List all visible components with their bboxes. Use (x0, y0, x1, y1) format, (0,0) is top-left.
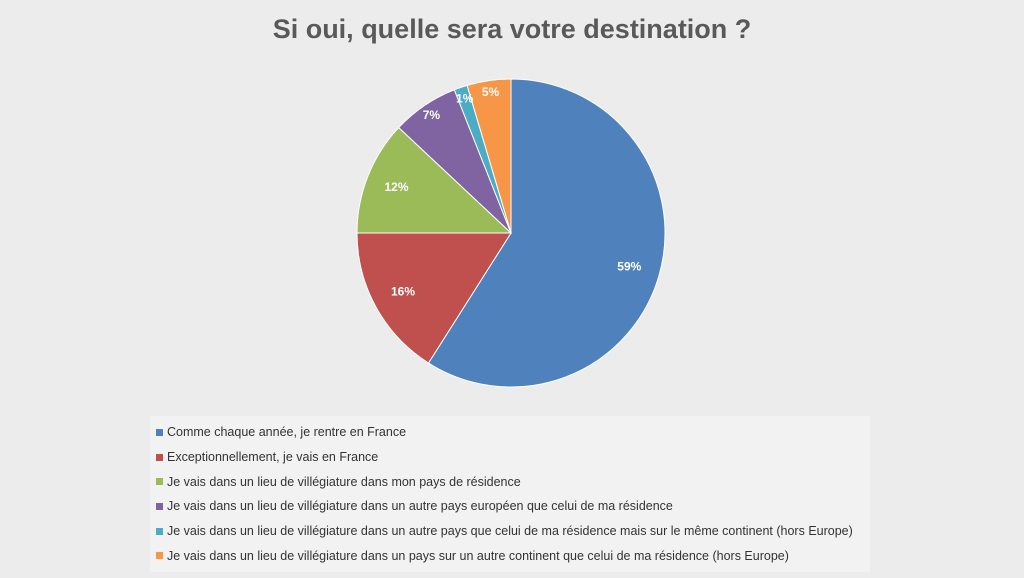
legend-swatch (156, 428, 163, 436)
legend-item: Je vais dans un lieu de villégiature dan… (156, 494, 864, 519)
slice-data-label: 5% (482, 85, 500, 99)
chart-title: Si oui, quelle sera votre destination ? (272, 14, 752, 44)
slice-data-label: 1% (456, 91, 474, 105)
legend-item: Comme chaque année, je rentre en France (156, 420, 864, 445)
legend-item: Je vais dans un lieu de villégiature dan… (156, 469, 864, 494)
legend-swatch (156, 478, 163, 486)
legend-label: Je vais dans un lieu de villégiature dan… (167, 499, 673, 514)
pie-slice (466, 78, 512, 234)
slice-data-label: 59% (617, 260, 641, 274)
legend-item: Exceptionnellement, je vais en France (156, 445, 864, 470)
legend-label: Je vais dans un lieu de villégiature dan… (167, 548, 789, 563)
legend-label: Comme chaque année, je rentre en France (167, 425, 407, 440)
legend-label: Exceptionnellement, je vais en France (167, 450, 379, 465)
legend-item: Je vais dans un lieu de villégiature dan… (156, 519, 864, 544)
legend-label: Je vais dans un lieu de villégiature dan… (167, 474, 521, 489)
slice-data-label: 7% (423, 108, 441, 122)
slice-data-label: 16% (391, 285, 415, 299)
pie-slices (356, 78, 666, 388)
pie-labels: 59% 16% 12% 7% 1% 5% (384, 85, 641, 299)
legend-swatch (156, 527, 163, 535)
legend-swatch (156, 453, 163, 461)
legend-label: Je vais dans un lieu de villégiature dan… (167, 524, 853, 539)
legend-swatch (156, 552, 163, 560)
pie-slice (356, 232, 512, 364)
legend-item: Je vais dans un lieu de villégiature dan… (156, 543, 864, 568)
legend-swatch (156, 502, 163, 510)
pie-slice (427, 78, 666, 388)
pie-slice (356, 126, 513, 234)
chart-legend: Comme chaque année, je rentre en France … (150, 416, 870, 573)
slice-data-label: 12% (384, 180, 408, 194)
